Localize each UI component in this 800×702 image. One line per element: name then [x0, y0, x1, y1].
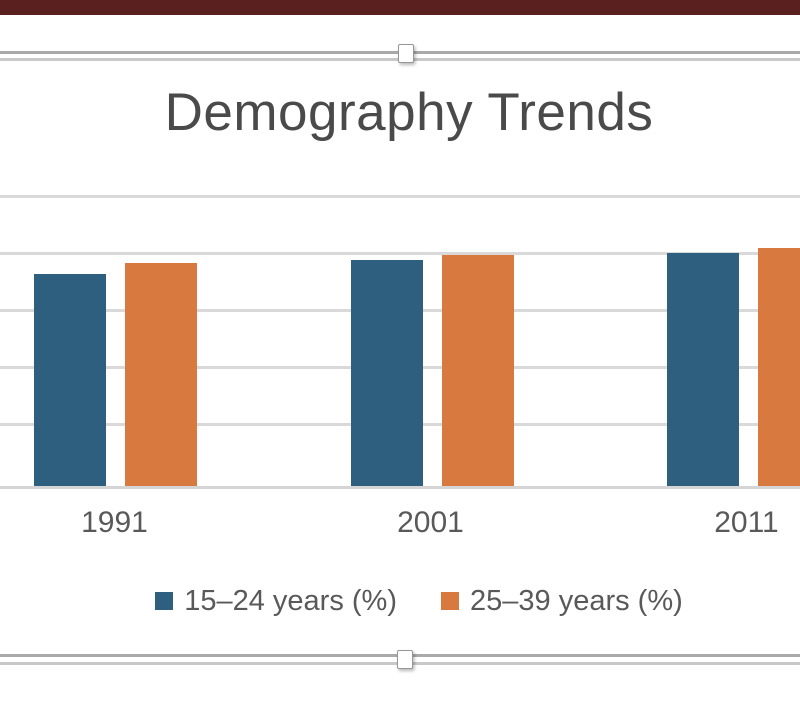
bar-2011-series2[interactable] [758, 248, 800, 486]
bar-2011-series1[interactable] [667, 253, 739, 486]
legend-label-series1: 15–24 years (%) [184, 584, 397, 617]
gridline-1 [0, 252, 800, 255]
x-axis-label-2001: 2001 [397, 506, 464, 539]
app-top-bar [0, 0, 800, 15]
bar-2001-series1[interactable] [351, 259, 423, 486]
legend-item-series1[interactable]: 15–24 years (%) [155, 585, 397, 618]
bar-1991-series1[interactable] [34, 273, 106, 486]
x-axis-label-1991: 1991 [81, 506, 148, 539]
legend-item-series2[interactable]: 25–39 years (%) [441, 585, 683, 618]
chart-title[interactable]: Demography Trends [164, 83, 654, 142]
gridline-0 [0, 195, 800, 198]
resize-handle-top[interactable] [398, 44, 414, 63]
bar-1991-series2[interactable] [125, 263, 197, 486]
x-axis-label-2011: 2011 [714, 506, 779, 539]
legend-swatch-blue [155, 592, 174, 610]
legend-swatch-orange [441, 592, 459, 610]
legend-label-series2: 25–39 years (%) [470, 584, 683, 617]
resize-handle-bottom[interactable] [397, 650, 413, 669]
bar-2001-series2[interactable] [442, 255, 514, 486]
category-axis-line [0, 486, 800, 489]
chart-legend[interactable]: 15–24 years (%) 25–39 years (%) [0, 585, 800, 617]
